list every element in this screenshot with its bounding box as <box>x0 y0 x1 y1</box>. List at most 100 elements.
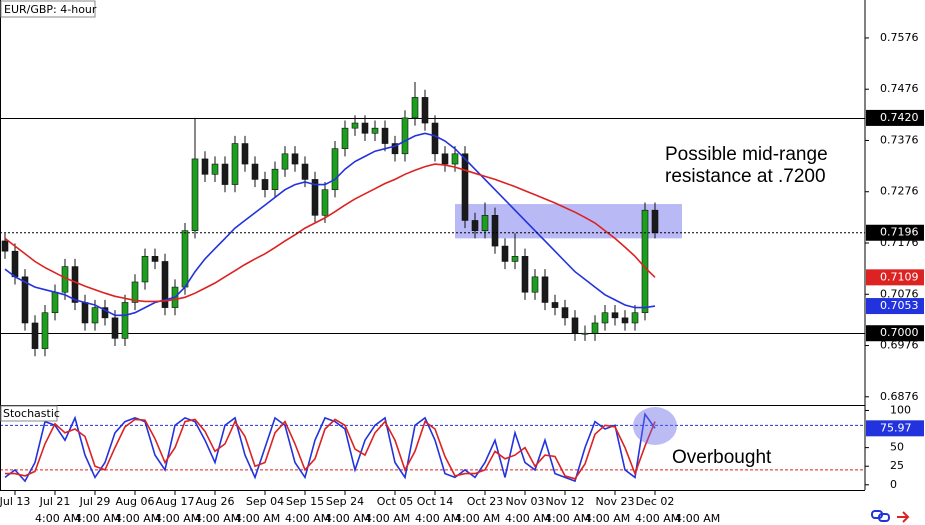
candle-body <box>91 307 99 324</box>
price-tag-label: 0.7196 <box>880 226 919 239</box>
candle-body <box>291 153 299 165</box>
candle-body <box>141 256 149 283</box>
y-tick-label: 50 <box>890 441 904 454</box>
candle-body <box>471 220 479 231</box>
annotation: resistance at .7200 <box>665 166 826 187</box>
x-tick-label: Nov 23 <box>596 495 635 508</box>
time-label: 4:00 AM <box>505 512 550 525</box>
y-tick-label: 0.7376 <box>880 133 919 146</box>
chart-title: EUR/GBP: 4-hour <box>4 3 97 16</box>
x-tick-label: Jul 29 <box>79 495 111 508</box>
candle-body <box>161 261 169 308</box>
x-tick-label: Aug 06 <box>116 495 155 508</box>
time-label: 4:00 AM <box>235 512 280 525</box>
x-tick-label: Nov 03 <box>506 495 545 508</box>
candle-body <box>501 245 509 262</box>
candle-body <box>231 143 239 185</box>
price-tag <box>866 420 924 437</box>
price-tag-label: 0.7109 <box>880 270 919 283</box>
time-label: 4:00 AM <box>75 512 120 525</box>
price-tag-label: 0.7420 <box>880 111 919 124</box>
arrow-icon[interactable] <box>897 511 910 523</box>
time-label: 4:00 AM <box>285 512 330 525</box>
time-label: 4:00 AM <box>635 512 680 525</box>
x-tick-label: Sep 15 <box>286 495 324 508</box>
candle-body <box>1 240 9 252</box>
x-tick-label: Oct 23 <box>467 495 504 508</box>
candle-body <box>581 332 589 335</box>
candle-body <box>101 307 109 319</box>
x-tick-label: Sep 24 <box>326 495 364 508</box>
time-label: 4:00 AM <box>155 512 200 525</box>
time-label: 4:00 AM <box>365 512 410 525</box>
time-label: 4:00 AM <box>325 512 370 525</box>
y-tick-label: 100 <box>890 403 911 416</box>
y-tick-label: 0 <box>890 478 897 491</box>
time-label: 4:00 AM <box>415 512 460 525</box>
candle-body <box>381 127 389 144</box>
candle-body <box>411 97 419 119</box>
candle-body <box>111 317 119 339</box>
candle-body <box>571 317 579 334</box>
candle-body <box>351 122 359 129</box>
x-tick-label: Oct 14 <box>417 495 454 508</box>
candle-body <box>391 143 399 155</box>
annotation: Overbought <box>672 447 772 468</box>
price-tag <box>866 325 924 342</box>
price-tag <box>866 298 924 315</box>
x-tick-label: Aug 17 <box>156 495 195 508</box>
x-tick-label: Nov 12 <box>546 495 585 508</box>
y-tick-label: 0.6976 <box>880 339 919 352</box>
highlight-circle <box>633 407 677 445</box>
candle-body <box>591 322 599 334</box>
candle-body <box>461 153 469 221</box>
candle-body <box>151 256 159 262</box>
candle-body <box>341 127 349 149</box>
time-label: 4:00 AM <box>675 512 720 525</box>
time-label: 4:00 AM <box>115 512 160 525</box>
plot <box>0 82 865 483</box>
indicator-line <box>4 412 656 483</box>
x-tick-label: Oct 05 <box>377 495 414 508</box>
candle-body <box>51 291 59 314</box>
indicator-title: Stochastic <box>3 407 60 420</box>
candle-body <box>481 215 489 231</box>
candle-body <box>631 312 639 324</box>
candle-body <box>301 163 309 180</box>
y-tick-label: 0.7076 <box>880 287 919 300</box>
indicator-box <box>0 405 58 422</box>
candle-body <box>11 250 19 278</box>
candle-body <box>21 276 29 324</box>
time-label: 4:00 AM <box>545 512 590 525</box>
candle-body <box>211 163 219 175</box>
candle-body <box>261 179 269 190</box>
candle-body <box>431 122 439 155</box>
candle-body <box>181 230 189 288</box>
candle-body <box>371 127 379 134</box>
candle-body <box>191 158 199 231</box>
candle-body <box>311 179 319 216</box>
time-label: 4:00 AM <box>455 512 500 525</box>
candle-body <box>491 215 499 247</box>
indicator-line <box>4 163 656 303</box>
y-tick-label: 0.6876 <box>880 390 919 403</box>
link-icon[interactable] <box>878 513 890 522</box>
candle-body <box>651 209 659 234</box>
indicator-line <box>4 132 656 317</box>
price-tag <box>866 224 924 241</box>
candle-body <box>121 302 129 339</box>
candle-body <box>601 312 609 324</box>
price-tag-label: 0.7000 <box>880 326 919 339</box>
candle-body <box>541 276 549 303</box>
price-tag <box>866 109 924 126</box>
candle-body <box>421 97 429 124</box>
y-tick-label: 0.7276 <box>880 185 919 198</box>
candle-body <box>611 312 619 319</box>
candle-body <box>71 266 79 303</box>
toolbar-icons[interactable] <box>871 510 910 523</box>
candle-body <box>251 163 259 180</box>
title-box <box>0 0 96 18</box>
time-label: 4:00 AM <box>35 512 80 525</box>
